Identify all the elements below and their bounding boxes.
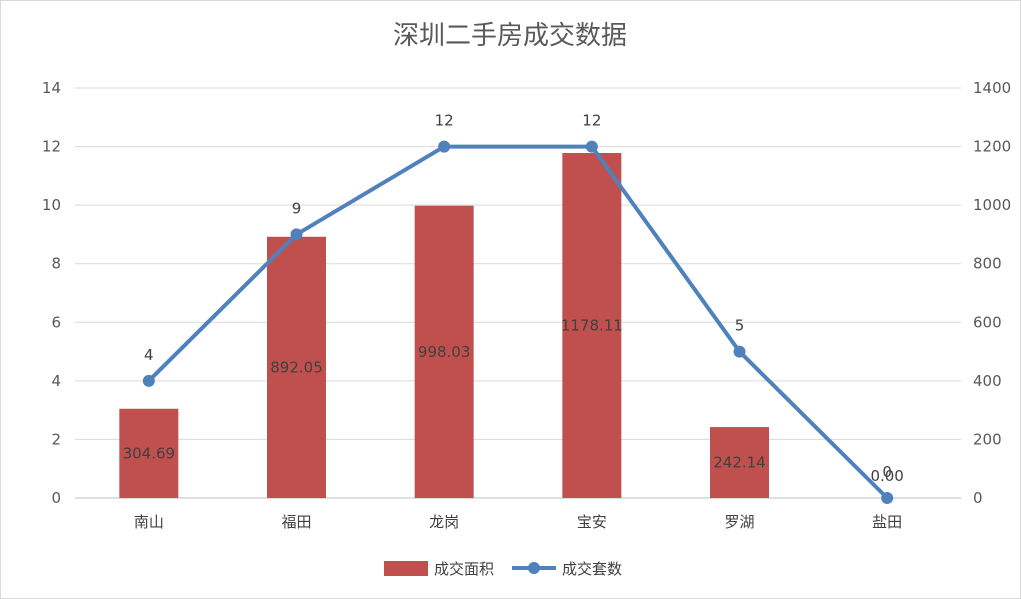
right-tick-label: 1200 [973,138,1011,156]
bar-data-label: 1178.11 [561,316,623,334]
right-tick-label: 800 [973,255,1002,273]
line-point [585,140,598,153]
legend-line-label: 成交套数 [562,560,622,578]
left-tick-label: 10 [42,196,61,214]
category-label: 罗湖 [724,513,754,531]
legend-line-marker [528,562,540,574]
bar [710,427,769,498]
bar-series [119,152,769,499]
left-axis-ticks: 0 2 4 6 8 10 12 14 [42,79,61,507]
right-tick-label: 0 [973,489,983,507]
line-data-labels: 4 9 12 12 5 0 [144,112,892,481]
left-tick-label: 0 [51,489,61,507]
left-tick-label: 14 [42,79,61,97]
line-data-label: 9 [292,199,302,217]
legend: 成交面积 成交套数 [384,560,622,578]
left-tick-label: 6 [51,313,61,331]
right-tick-label: 600 [973,313,1002,331]
right-tick-label: 200 [973,430,1002,448]
right-tick-label: 1000 [973,196,1011,214]
bar-data-label: 892.05 [270,358,323,376]
line-point [881,492,894,504]
category-label: 福田 [281,513,311,531]
category-label: 盐田 [872,513,902,531]
line-path [147,144,889,500]
bar-data-label: 304.69 [123,444,176,462]
gridlines [75,87,961,499]
bar-data-label: 242.14 [713,454,766,472]
line-data-label: 4 [144,346,154,364]
category-label: 宝安 [577,513,607,531]
right-tick-label: 400 [973,372,1002,390]
line-data-label: 5 [735,317,745,335]
right-tick-label: 1400 [973,79,1011,97]
line-point [290,228,303,241]
bar [562,152,622,499]
line-data-label: 12 [582,112,601,130]
bar-data-label: 0.00 [870,467,903,485]
bar-data-label: 998.03 [418,343,471,361]
bar-data-labels: 304.69 892.05 998.03 1178.11 242.14 0.00 [123,316,904,485]
legend-bar-label: 成交面积 [434,560,494,578]
line-data-label: 12 [435,112,454,130]
line-series [142,140,894,504]
line-point [733,345,746,358]
category-labels: 南山 福田 龙岗 宝安 罗湖 盐田 [134,513,902,531]
bar [267,236,326,499]
legend-bar-swatch [384,561,428,576]
category-label: 南山 [134,513,164,531]
right-axis-ticks: 0 200 400 600 800 1000 1200 1400 [973,79,1011,507]
line-point [142,374,155,387]
chart-title: 深圳二手房成交数据 [393,21,627,51]
category-label: 龙岗 [429,513,459,531]
left-tick-label: 4 [51,372,61,390]
left-tick-label: 12 [42,138,61,156]
bar [414,205,474,498]
left-tick-label: 8 [51,255,61,273]
line-point [438,140,451,153]
bar [119,408,179,498]
line-data-label: 0 [882,463,892,481]
left-tick-label: 2 [51,430,61,448]
